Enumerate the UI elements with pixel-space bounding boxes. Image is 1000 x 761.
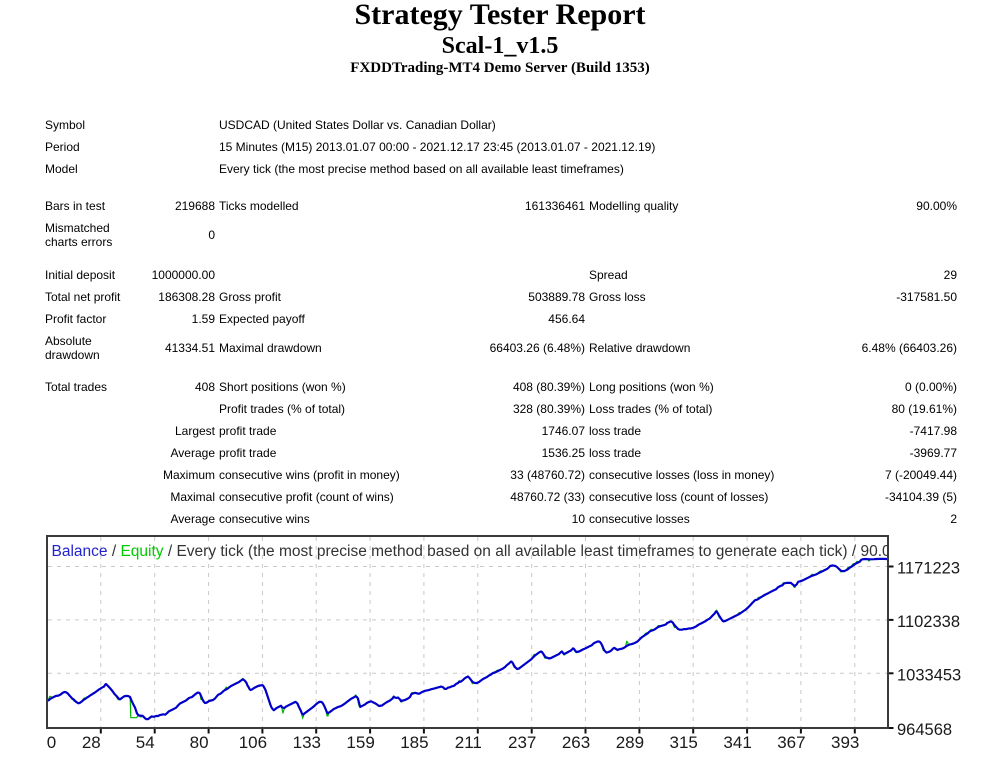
svg-text:1033453: 1033453 bbox=[897, 666, 961, 684]
svg-text:0: 0 bbox=[47, 733, 56, 752]
svg-text:80: 80 bbox=[190, 733, 209, 752]
svg-text:133: 133 bbox=[293, 733, 321, 752]
svg-text:263: 263 bbox=[562, 733, 590, 752]
svg-text:367: 367 bbox=[777, 733, 805, 752]
svg-text:289: 289 bbox=[616, 733, 644, 752]
svg-text:964568: 964568 bbox=[897, 721, 952, 739]
svg-text:315: 315 bbox=[670, 733, 698, 752]
svg-text:159: 159 bbox=[346, 733, 374, 752]
svg-text:393: 393 bbox=[831, 733, 859, 752]
svg-text:1171223: 1171223 bbox=[897, 560, 960, 578]
svg-text:237: 237 bbox=[508, 733, 536, 752]
svg-text:211: 211 bbox=[455, 733, 482, 752]
svg-text:Balance / Equity / Every tick: Balance / Equity / Every tick (the most … bbox=[52, 543, 914, 560]
svg-text:28: 28 bbox=[82, 733, 101, 752]
svg-text:341: 341 bbox=[723, 733, 751, 752]
svg-text:1102338: 1102338 bbox=[897, 613, 960, 631]
svg-text:54: 54 bbox=[136, 733, 155, 752]
svg-text:185: 185 bbox=[400, 733, 428, 752]
svg-text:106: 106 bbox=[239, 733, 267, 752]
